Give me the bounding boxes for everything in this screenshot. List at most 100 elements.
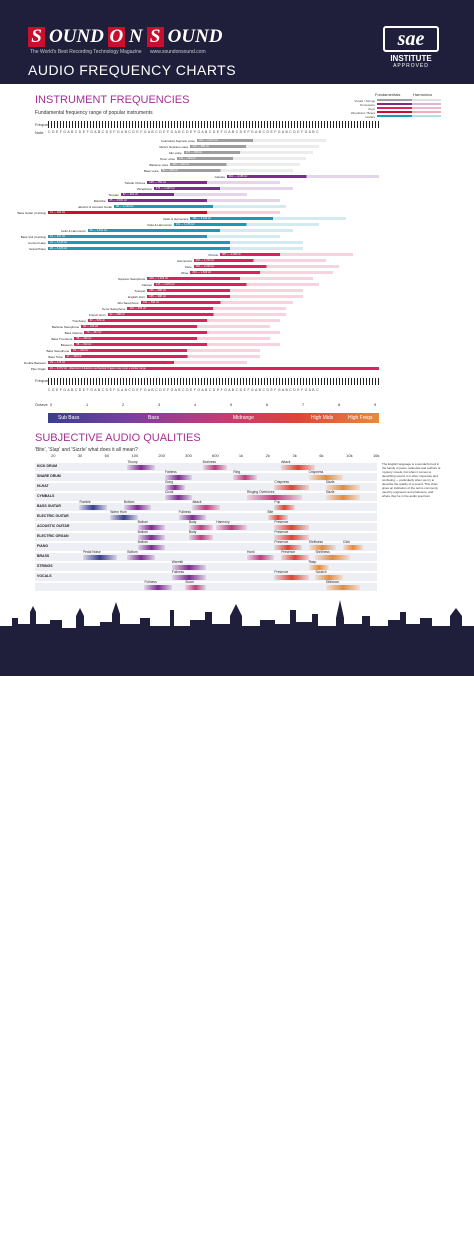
footer-sae-logo-icon: sae [404,1230,440,1252]
instrument-name: Bass Clarinet [64,330,83,335]
instrument-row: Bassoon 58 — 622 Hz [0,342,474,347]
subjective-tag-label: Bite [267,509,274,514]
subjective-tag-label: Bottom [123,499,135,504]
subjective-tag: Presence [274,520,309,530]
subjective-tag: Shrillness [315,550,350,560]
instrument-bar: 62 — 698 Hz [107,313,287,316]
octave-axis-label: Octave [35,402,48,407]
subjective-freq-tick: 3k [292,453,297,458]
subjective-row-name: KICK DRUM [37,464,58,468]
subjective-tag: Click [342,540,364,550]
tagline-url: www.soundonsound.com [150,49,206,55]
subjective-row-name: VOCALS [37,574,52,578]
instrument-range: 262 — 1,760 Hz [195,259,215,262]
instrument-bar: 139 — 831 Hz [140,301,293,304]
subjective-tag-label: Presence [274,569,289,574]
instrument-name: English Horn [128,294,146,299]
logo-word-ound1: OUND [49,26,104,47]
instrument-bar: 175 — 1,397 Hz [153,187,293,190]
subjective-tag: Crispness [274,480,309,490]
instrument-name: Mezzo Soprano voice [159,144,189,149]
instrument-range: 73 — 587 Hz [86,331,102,334]
instrument-bar: 58 — 392 Hz [74,337,270,340]
legend-harmonics-label: Harmonics [413,92,433,97]
instrument-name: Concert Harp [28,240,46,245]
legend-swatch [377,99,441,101]
subjective-freq-tick: 6k [319,453,324,458]
subjective-tag-label: Fullness [178,509,191,514]
instrument-row: Double Bassoon 29 — 175 Hz [0,360,474,365]
note-row-top: C D E F G A B C D E F G A B C D E F G A … [48,130,319,134]
subjective-row: ACOUSTIC GUITAR Bottom Body Harmony Presence [35,520,377,532]
instrument-row: Viola & Harmonics 131 — 1,175 Hz [0,223,474,227]
subjective-tag-label: Sizzle [325,489,335,494]
instrument-bar: 65 — 1,319 Hz [87,229,293,232]
instrument-row: Pipe Organ 16 — 8,372 Hz · Electronic & E… [0,367,474,371]
subjective-tag: Fullness [144,580,172,590]
legend-swatch [377,115,441,117]
instrument-bar: 233 — 1,568 Hz [190,271,333,274]
subjective-tag: Fullness [178,510,206,520]
instrument-name: Bassoon [60,342,73,347]
subjective-section-subtitle: 'Bite', 'Slap' and 'Sizzle' what does it… [35,447,138,453]
instrument-bar: 31 — 3,136 Hz [48,241,303,244]
subjective-tag-label: Shrillness [308,539,323,544]
octave-number: 0 [50,402,53,407]
subjective-tag: Scratch [315,570,343,580]
instrument-bar: 41 — 247 Hz [48,235,280,238]
instrument-range: 147 — 1,976 Hz [155,283,175,286]
subjective-tag: Body [188,520,213,530]
frequency-axis-label: Frequency Hz [35,122,60,127]
subjective-tag: Boom [185,580,206,590]
instrument-row: Harmonica 262 — 1,760 Hz [0,259,474,263]
subjective-row-name: CYMBALS [37,494,55,498]
instrument-name: Double Bassoon [23,360,46,365]
legend-row-label: Percussion [360,103,375,107]
instrument-range: 175 — 698 Hz [185,151,203,154]
octave-number: 8 [338,402,341,407]
instrument-row: Bass Trombone 58 — 392 Hz [0,336,474,341]
instrument-row: French Horn 62 — 698 Hz [0,313,474,317]
instrument-row: Bass Clarinet 73 — 587 Hz [0,330,474,335]
instrument-range: 31 — 3,136 Hz [50,241,68,244]
subjective-tag: Pop [274,500,295,510]
subjective-tag: Bottom [137,540,165,550]
instrument-bar: 69 — 415 Hz [81,325,270,328]
frequency-axis-label-bottom: Frequency Hz [35,378,60,383]
subjective-row: STRINGS Warmth Rasp [35,560,377,572]
instrument-row: Piccolo 587 — 4,186 Hz [0,252,474,257]
subjective-tag: Bottom [137,520,165,530]
instrument-row: Baritone Saxophone 69 — 415 Hz [0,325,474,329]
instrument-bar: 165 — 784 Hz [147,181,280,184]
instrument-name: Coloratura Soprano voice [160,138,195,143]
instrument-row: Bass Tuba 41 — 349 Hz [0,355,474,359]
instrument-bar: 165 — 988 Hz [147,295,303,298]
subjective-tag-label: Presence [274,529,289,534]
subjective-row-name: HI-HAT [37,484,49,488]
instrument-range: 69 — 415 Hz [83,325,99,328]
instrument-section-subtitle: Fundamental frequency range of popular i… [35,110,153,116]
instrument-range: 587 — 4,186 Hz [222,253,241,256]
instrument-name: Tenor voice [159,156,176,161]
subjective-tag-label: Scratch [315,569,327,574]
instrument-bar: 73 — 587 Hz [84,331,280,334]
footer-url[interactable]: www.sae.edu [36,1244,96,1255]
instrument-row: Tubular Chimes 165 — 784 Hz [0,181,474,185]
instrument-name: Piccolo [208,252,219,257]
piano-keyboard-bottom [48,378,379,385]
instrument-name: Bass Saxophone [46,348,70,353]
subjective-tag: Pedal Noise [82,550,118,560]
subjective-row-name: BRASS [37,554,50,558]
instrument-bar: 196 — 3,136 Hz [190,217,346,220]
instrument-name: Cello & Harmonics [60,228,86,233]
instrument-name: Bass Trombone [51,336,73,341]
instrument-name: Celesta [214,174,225,179]
subjective-tag-label: Boxiness [202,459,216,464]
subjective-row-name: SNARE DRUM [37,474,61,478]
instrument-row: Trombone 82 — 523 Hz [0,319,474,323]
instrument-bar: 52 — 330 Hz [71,349,260,352]
logo-word-n: N [128,26,143,47]
band-bass: Bass [148,415,160,421]
octave-number: 2 [122,402,125,407]
subjective-tag-label: Thump [127,459,138,464]
